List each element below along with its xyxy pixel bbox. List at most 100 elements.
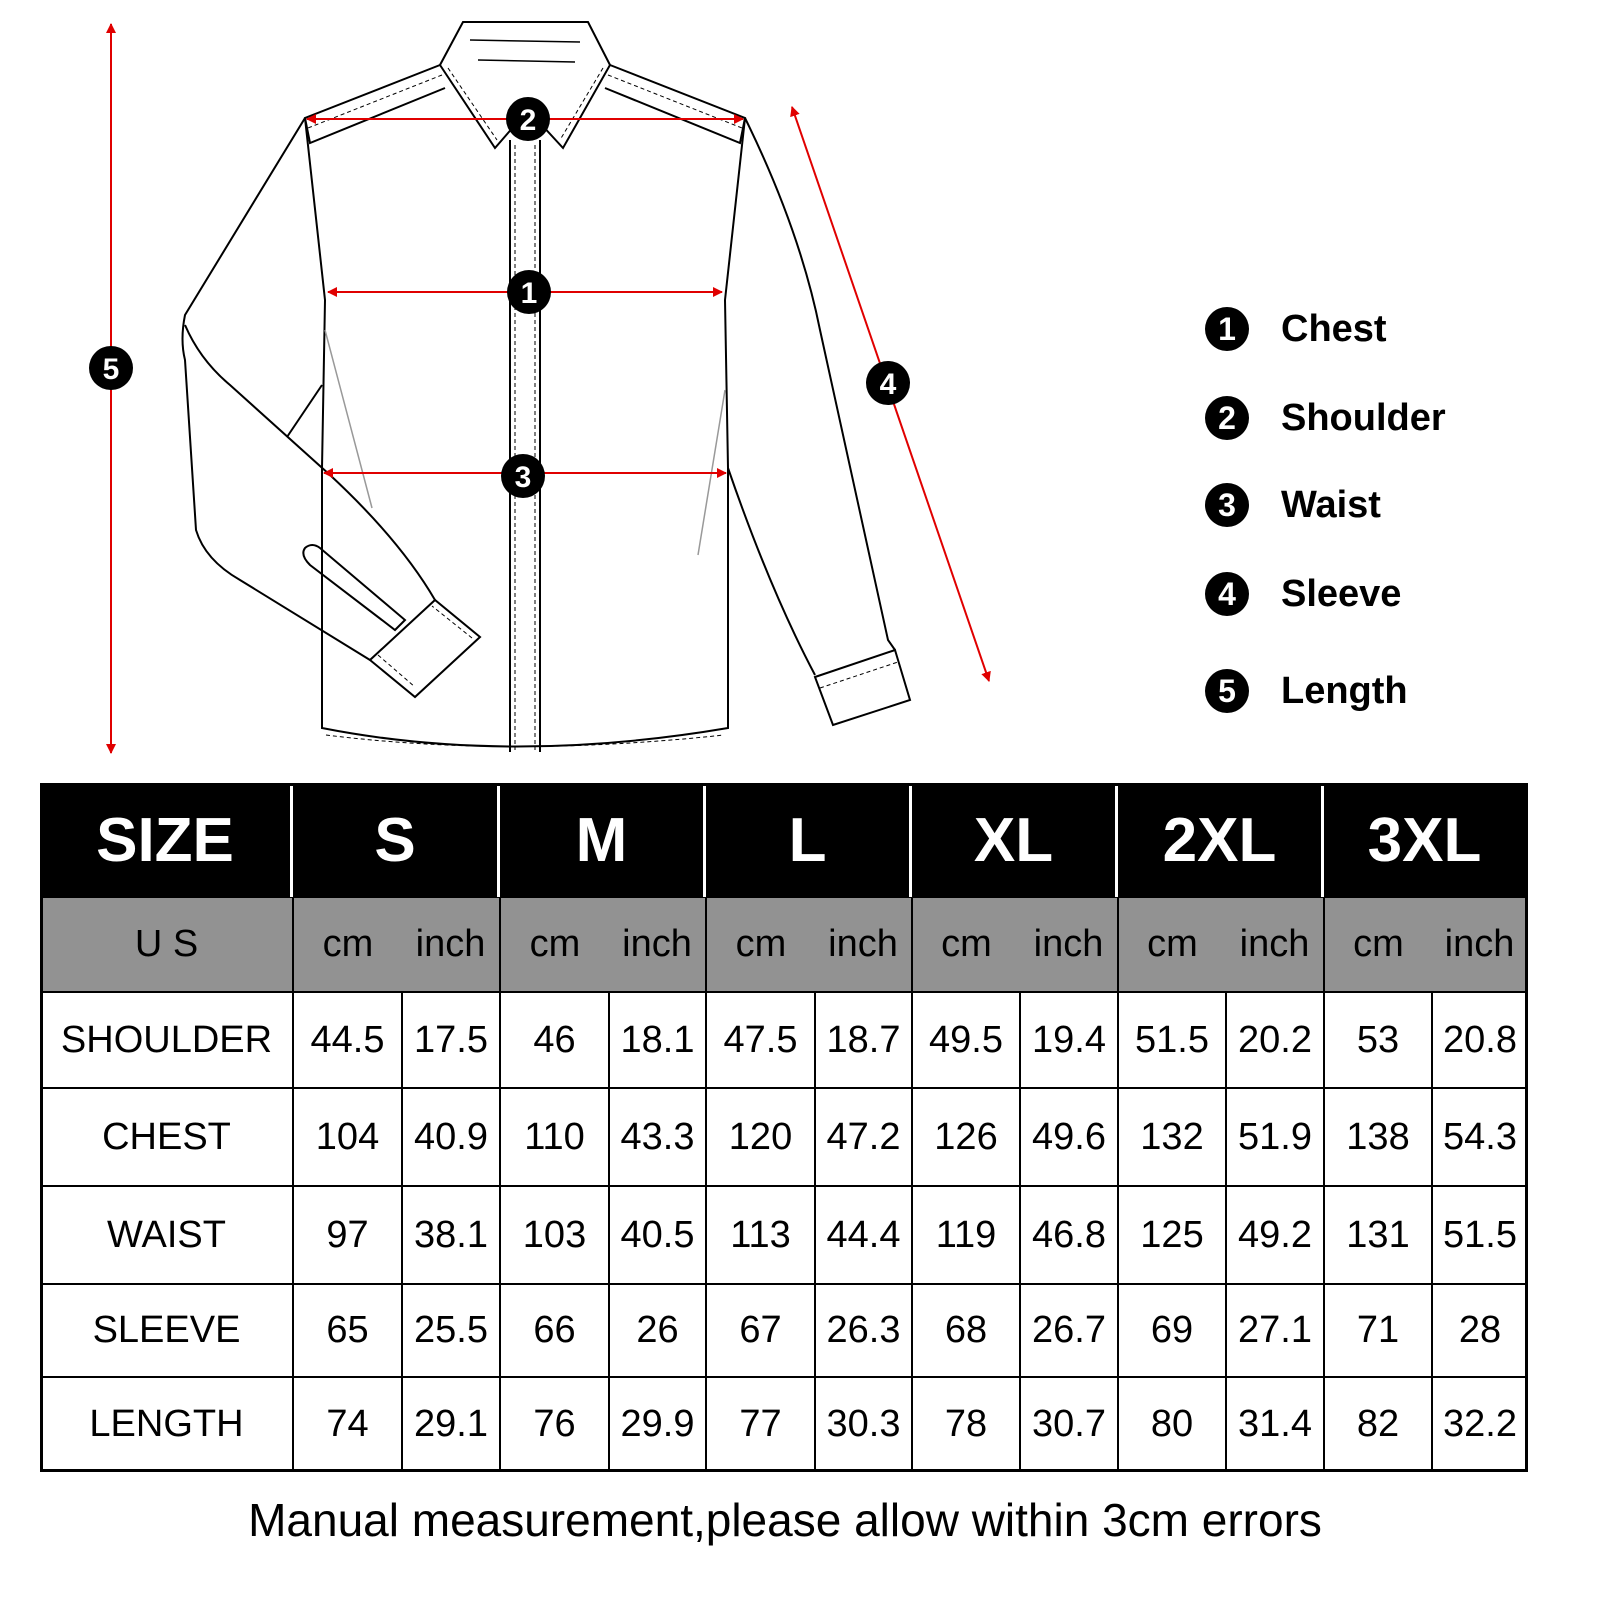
- legend-label: Chest: [1281, 307, 1387, 350]
- table-cell: 40.9: [402, 1088, 500, 1186]
- table-cell: 67: [706, 1284, 815, 1377]
- table-cell: 20.8: [1432, 992, 1528, 1088]
- table-cell: 27.1: [1226, 1284, 1324, 1377]
- unit-cm: cm: [912, 897, 1020, 992]
- row-label-sleeve: SLEEVE: [40, 1284, 293, 1377]
- unit-inch: inch: [1226, 897, 1324, 992]
- table-cell: 30.3: [815, 1377, 912, 1472]
- marker-shoulder: 2: [506, 97, 550, 141]
- number-badge: 4: [1205, 572, 1249, 616]
- svg-text:3: 3: [515, 461, 532, 494]
- legend-item-waist: 3 Waist: [1205, 482, 1381, 528]
- table-cell: 26.7: [1020, 1284, 1118, 1377]
- table-cell: 31.4: [1226, 1377, 1324, 1472]
- number-badge: 3: [1205, 483, 1249, 527]
- table-cell: 138: [1324, 1088, 1432, 1186]
- region-label: U S: [40, 897, 293, 992]
- svg-text:2: 2: [520, 104, 537, 137]
- table-cell: 53: [1324, 992, 1432, 1088]
- table-cell: 126: [912, 1088, 1020, 1186]
- table-cell: 46: [500, 992, 609, 1088]
- table-cell: 77: [706, 1377, 815, 1472]
- table-cell: 132: [1118, 1088, 1226, 1186]
- number-badge: 1: [1205, 307, 1249, 351]
- table-cell: 18.7: [815, 992, 912, 1088]
- size-header-l: L: [706, 783, 912, 897]
- legend-label: Length: [1281, 669, 1408, 712]
- table-cell: 120: [706, 1088, 815, 1186]
- legend-item-length: 5 Length: [1205, 668, 1408, 714]
- table-cell: 51.9: [1226, 1088, 1324, 1186]
- svg-text:4: 4: [880, 368, 897, 401]
- table-cell: 68: [912, 1284, 1020, 1377]
- table-cell: 66: [500, 1284, 609, 1377]
- table-cell: 44.4: [815, 1186, 912, 1284]
- legend-item-chest: 1 Chest: [1205, 306, 1387, 352]
- marker-sleeve: 4: [866, 361, 910, 405]
- diagram-markers: 1 2 3 4 5: [89, 97, 910, 498]
- table-cell: 44.5: [293, 992, 402, 1088]
- table-cell: 29.9: [609, 1377, 706, 1472]
- svg-text:5: 5: [103, 353, 120, 386]
- number-badge: 5: [1205, 669, 1249, 713]
- table-cell: 69: [1118, 1284, 1226, 1377]
- table-cell: 17.5: [402, 992, 500, 1088]
- size-header-3xl: 3XL: [1324, 783, 1528, 897]
- table-cell: 18.1: [609, 992, 706, 1088]
- size-header-s: S: [293, 783, 500, 897]
- table-cell: 76: [500, 1377, 609, 1472]
- unit-cm: cm: [500, 897, 609, 992]
- unit-inch: inch: [1432, 897, 1528, 992]
- unit-inch: inch: [609, 897, 706, 992]
- table-cell: 29.1: [402, 1377, 500, 1472]
- table-cell: 82: [1324, 1377, 1432, 1472]
- unit-cm: cm: [293, 897, 402, 992]
- table-cell: 47.2: [815, 1088, 912, 1186]
- table-cell: 28: [1432, 1284, 1528, 1377]
- table-cell: 110: [500, 1088, 609, 1186]
- legend-label: Waist: [1281, 483, 1381, 526]
- size-header-xl: XL: [912, 783, 1118, 897]
- legend-label: Sleeve: [1281, 572, 1402, 615]
- size-header-2xl: 2XL: [1118, 783, 1324, 897]
- shirt-diagram: 1 2 3 4 5: [89, 21, 991, 754]
- table-cell: 97: [293, 1186, 402, 1284]
- table-cell: 51.5: [1432, 1186, 1528, 1284]
- legend-label: Shoulder: [1281, 396, 1446, 439]
- table-cell: 46.8: [1020, 1186, 1118, 1284]
- number-badge: 2: [1205, 396, 1249, 440]
- table-cell: 26.3: [815, 1284, 912, 1377]
- unit-inch: inch: [815, 897, 912, 992]
- unit-cm: cm: [706, 897, 815, 992]
- size-header-m: M: [500, 783, 706, 897]
- table-cell: 113: [706, 1186, 815, 1284]
- legend-item-shoulder: 2 Shoulder: [1205, 395, 1446, 441]
- table-cell: 49.5: [912, 992, 1020, 1088]
- table-cell: 71: [1324, 1284, 1432, 1377]
- table-cell: 38.1: [402, 1186, 500, 1284]
- table-cell: 103: [500, 1186, 609, 1284]
- legend-item-sleeve: 4 Sleeve: [1205, 571, 1401, 617]
- row-label-waist: WAIST: [40, 1186, 293, 1284]
- table-cell: 32.2: [1432, 1377, 1528, 1472]
- table-cell: 131: [1324, 1186, 1432, 1284]
- table-cell: 43.3: [609, 1088, 706, 1186]
- marker-waist: 3: [501, 454, 545, 498]
- table-cell: 30.7: [1020, 1377, 1118, 1472]
- table-cell: 19.4: [1020, 992, 1118, 1088]
- unit-cm: cm: [1324, 897, 1432, 992]
- table-cell: 51.5: [1118, 992, 1226, 1088]
- table-cell: 40.5: [609, 1186, 706, 1284]
- marker-length: 5: [89, 346, 133, 390]
- table-cell: 54.3: [1432, 1088, 1528, 1186]
- row-label-length: LENGTH: [40, 1377, 293, 1472]
- table-cell: 78: [912, 1377, 1020, 1472]
- marker-chest: 1: [507, 270, 551, 314]
- table-cell: 49.2: [1226, 1186, 1324, 1284]
- table-cell: 119: [912, 1186, 1020, 1284]
- unit-inch: inch: [402, 897, 500, 992]
- row-label-shoulder: SHOULDER: [40, 992, 293, 1088]
- table-cell: 125: [1118, 1186, 1226, 1284]
- svg-text:1: 1: [521, 277, 538, 310]
- unit-inch: inch: [1020, 897, 1118, 992]
